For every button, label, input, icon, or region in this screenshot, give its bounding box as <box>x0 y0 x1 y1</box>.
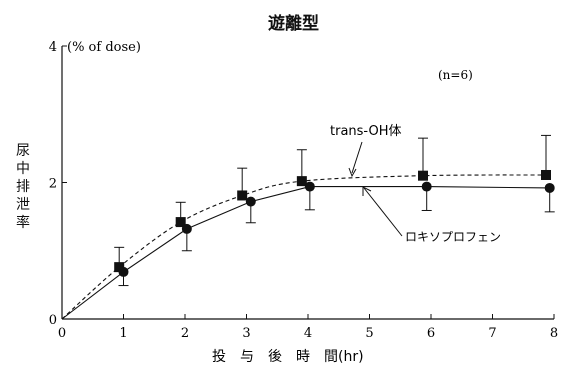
tick-labels: 0 1 2 3 4 5 6 7 8 0 2 4 <box>49 40 558 341</box>
data-point-square <box>541 169 552 180</box>
x-tick-label: 8 <box>550 326 558 341</box>
series-trans-oh <box>61 134 552 320</box>
y-tick-label: 2 <box>49 177 57 192</box>
data-point-circle <box>181 223 192 234</box>
x-tick-label: 2 <box>181 326 189 341</box>
series-loxoprofen <box>61 181 555 320</box>
data-point-circle <box>304 181 315 192</box>
x-tick-label: 7 <box>488 326 496 341</box>
sample-size-annotation: (n=6) <box>438 68 473 82</box>
pointer-arrowhead <box>348 167 357 178</box>
x-tick-label: 4 <box>304 326 312 341</box>
x-tick-label: 6 <box>427 326 435 341</box>
series-layer <box>61 134 555 320</box>
x-tick-label: 5 <box>365 326 373 341</box>
x-tick-label: 3 <box>242 326 250 341</box>
chart-title: 遊離型 <box>268 14 319 34</box>
legend-label-trans-oh: trans-OH体 <box>330 124 401 139</box>
series-line <box>61 174 547 320</box>
data-point-circle <box>118 266 129 277</box>
data-point-circle <box>544 182 555 193</box>
legend-pointers <box>348 141 403 237</box>
pointer-trans-oh <box>351 141 363 174</box>
legend-label-loxoprofen: ロキソプロフェン <box>405 230 501 244</box>
y-axis-unit: (% of dose) <box>67 40 141 55</box>
y-tick-label: 0 <box>49 313 57 328</box>
data-point-square <box>175 217 186 228</box>
pointer-arrowhead <box>362 186 372 196</box>
data-point-square <box>418 170 429 181</box>
axes <box>61 45 555 320</box>
y-tick-label: 4 <box>49 40 57 55</box>
x-tick-label: 1 <box>119 326 127 341</box>
pointer-loxoprofen <box>363 187 403 237</box>
series-line <box>61 186 550 320</box>
data-point-square <box>114 262 125 273</box>
data-point-circle <box>245 196 256 207</box>
x-axis-label: 投 与 後 時 間(hr) <box>212 349 364 365</box>
data-point-square <box>296 176 307 187</box>
data-point-square <box>237 190 248 201</box>
data-point-circle <box>421 181 432 192</box>
x-tick-label: 0 <box>58 326 66 341</box>
y-axis-label: 尿中排泄率 <box>16 143 30 231</box>
